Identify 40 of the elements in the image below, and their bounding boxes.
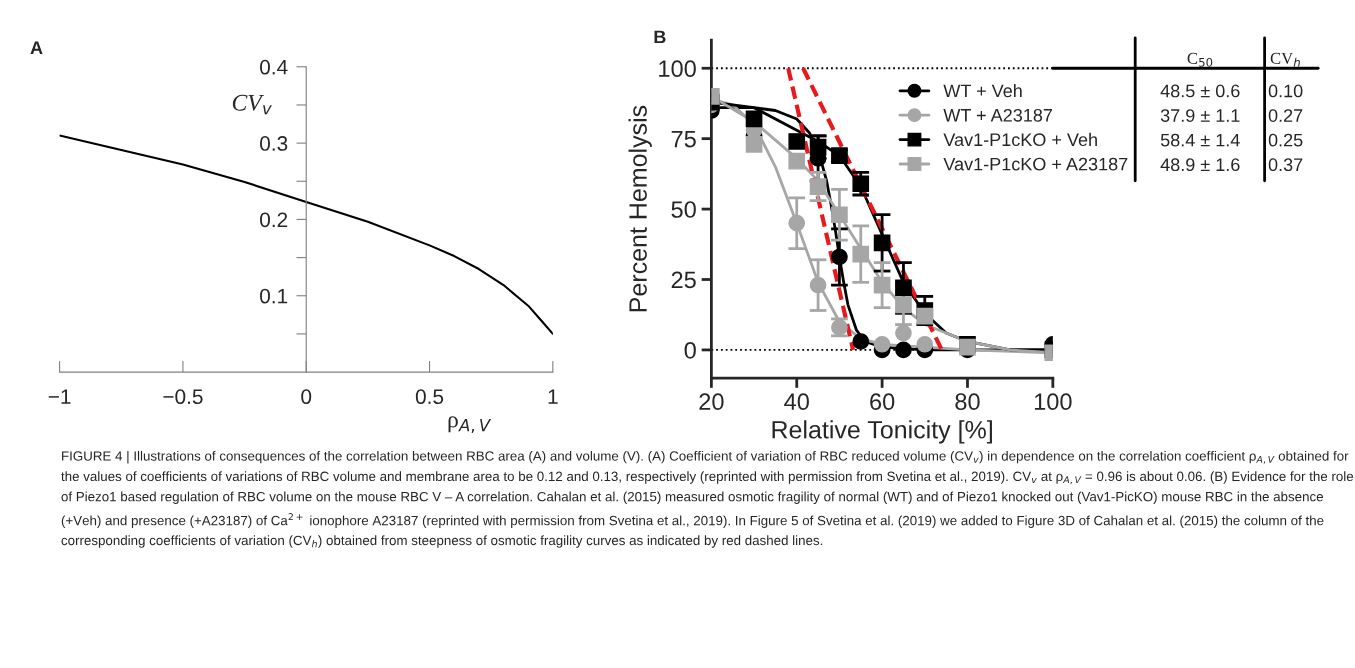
y-tick-label: 100 — [659, 60, 696, 78]
text: 48.5 ± 0.6 — [1160, 84, 1240, 98]
text: 0.37 — [1268, 158, 1303, 172]
x-axis-title: ρ$_{A,V}$ — [448, 416, 492, 434]
x-tick-label: 20 — [699, 393, 724, 411]
x-tick-label: 80 — [955, 393, 980, 411]
legend-label: WT + Veh — [943, 84, 1022, 98]
y-axis-title: Percent Hemolysis — [628, 105, 652, 312]
x-tick-label: −1 — [48, 389, 71, 404]
text: C$_{50}$ — [1187, 52, 1213, 67]
x-tick-label: 60 — [870, 393, 895, 411]
y-tick-label: 0.3 — [260, 136, 288, 151]
text: FIGURE 4 | Illustrations of consequences of the correlation between RBC area (A) and volume (V). (A) Coefficient of variation of RBC reduced volume (CV$_{v}$) in dependence on the correlation coefficient ρ$_{A,V}$ obtained for the values of coefficients of variations of RBC volume and membrane area to be 0.12 and 0.13, respectively (reprinted with permission from Svetina et al., 2019). CV$_{v}$ at ρ$_{A,V}$ = 0.96 is about 0.06. (B) Evidence for the role of Piezo1 based regulation of RBC volume on the mouse RBC V – A correlation. Cahalan et al. (2015) measured osmotic fragility of normal (WT) and of Piezo1 knocked out (Vav1-PicKO) mouse RBC in the absence (+Veh) and presence (+A23187) of Ca$^{2+}$ ionophore A23187 (reprinted with permission from Svetina et al., 2019). In Figure 5 of Svetina et al. (2019) we added to Figure 3D of Cahalan et al. (2015) the column of the corresponding coefficients of variation (CV$_{h}$) obtained from steepness of osmotic fragility curves as indicated by red dashed lines. — [61, 450, 1354, 548]
y-tick-label: 0.1 — [260, 288, 288, 304]
x-axis-title: Relative Tonicity [%] — [772, 420, 992, 444]
legend-label: WT + A23187 — [943, 108, 1053, 122]
x-tick-label: −0.5 — [163, 389, 203, 405]
y-tick-label: 75 — [671, 130, 696, 148]
x-tick-label: 100 — [1034, 393, 1072, 411]
text: 58.4 ± 1.4 — [1160, 133, 1240, 147]
text: 37.9 ± 1.1 — [1160, 109, 1240, 122]
y-tick-label: 0.4 — [260, 59, 288, 75]
text: 0.27 — [1268, 109, 1303, 122]
y-tick-label: 25 — [671, 271, 696, 289]
y-axis-title: CV$_{v}$ — [232, 94, 272, 115]
x-tick-label: 0 — [301, 389, 312, 405]
y-tick-label: 50 — [671, 201, 696, 218]
text: CV$_{h}$ — [1270, 52, 1300, 67]
x-tick-label: 1 — [548, 389, 558, 404]
y-tick-label: 0.2 — [260, 212, 288, 228]
text: 48.9 ± 1.6 — [1160, 158, 1240, 172]
text: 0.10 — [1268, 84, 1303, 98]
legend-label: Vav1-P1cKO + A23187 — [943, 157, 1128, 171]
text: 0.25 — [1268, 133, 1303, 147]
chart-title: A — [30, 41, 43, 54]
x-tick-label: 0.5 — [415, 389, 444, 405]
y-tick-label: 0 — [684, 341, 696, 359]
legend-label: Vav1-P1cKO + Veh — [943, 132, 1097, 147]
chart-title: B — [654, 30, 666, 44]
x-tick-label: 40 — [784, 393, 809, 411]
